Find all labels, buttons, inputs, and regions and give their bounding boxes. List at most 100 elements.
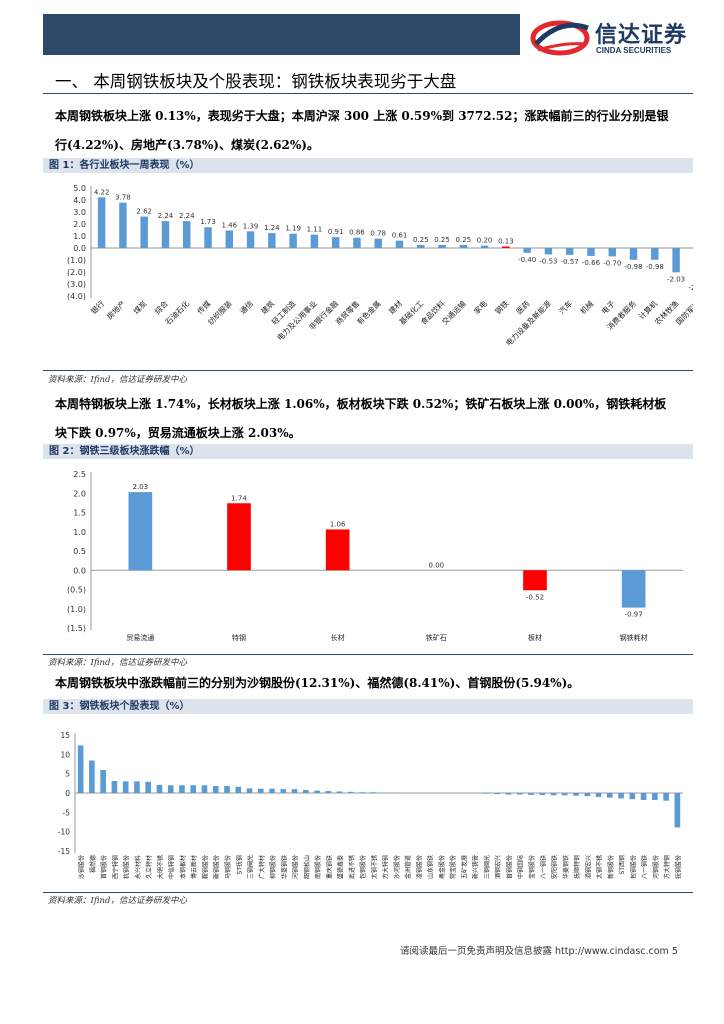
x-tick-label: 新钢股份 [213,855,221,879]
data-label: -0.53 [539,257,557,265]
bar [201,785,208,793]
figure-1-source: 资料来源：Ifind，信达证券研发中心 [48,375,187,385]
figure-1-caption: 图 1：各行业板块一周表现（%） [43,158,693,173]
bar [674,793,681,828]
x-tick-label: 有色金属 [354,298,382,326]
x-tick-label: 久立特材 [145,855,153,879]
bar [502,246,510,248]
x-tick-label: 太钢不锈 [370,855,378,879]
brand-logo: 信达证券 CINDA SECURITIES [530,14,710,56]
bar [374,238,382,248]
x-tick-label: 三钢闽光 [483,855,491,879]
x-tick-label: 传媒 [195,298,213,316]
x-tick-label: 综合 [152,298,170,316]
x-tick-label: 韶钢松山 [303,855,311,879]
bar [325,529,350,571]
data-label: -2.03 [667,275,685,283]
figure-2-caption: 图 2：钢铁三级板块涨跌幅（%） [43,444,693,459]
paragraph-3: 本周钢铁板块中涨跌幅前三的分别为沙钢股份(12.31%)、福然德(8.41%)、… [55,676,580,690]
bar [246,231,255,248]
figure-1-divider [43,370,693,371]
x-tick-label: 三钢闽光 [247,855,255,879]
bar [438,245,446,248]
data-label: -2.73 [688,284,693,292]
bar [89,760,95,793]
data-label: 1.11 [307,226,323,234]
x-tick-label: 板材 [528,633,542,642]
x-tick-label: 酒钢宏兴 [584,855,592,879]
bar [97,197,106,248]
bar [381,792,388,794]
figure-1-chart: 5.0 4.0 3.0 2.0 1.0 0.0 (1.0) (2.0) (3.0) (4.0) 4.… [67,184,693,348]
data-label: -0.70 [603,259,621,267]
x-tick-label: 抚钢股份 [674,855,682,879]
data-label: 1.46 [221,221,237,229]
x-tick-label: 机械 [578,298,596,316]
header-bar [43,14,520,55]
data-label: -0.98 [646,263,664,271]
data-label: 1.73 [200,218,216,226]
x-tick-label: 沙钢股份 [78,855,86,879]
x-tick-label: 永兴材料 [134,855,142,879]
section-title: 一、 本周钢铁板块及个股表现：钢铁板块表现劣于大盘 [55,72,457,91]
y-tick-label: 10 [60,750,70,759]
x-tick-label: 八一钢铁 [539,855,547,879]
bar [573,793,579,796]
bar [584,793,591,797]
bar [289,233,297,248]
page-footer: 请阅读最后一页免责声明及信息披露 http://www.cindasc.com … [400,946,678,957]
bar [629,248,638,260]
bar [516,793,523,795]
bar [651,248,659,260]
x-tick-label: 福然德 [89,855,97,873]
figure-3-divider [43,892,693,893]
bar [268,233,276,248]
bar [348,791,354,793]
x-tick-label: 本钢板材 [179,855,187,879]
y-tick-label: -5 [63,808,71,817]
x-tick-label: 包钢股份 [629,855,637,879]
x-tick-label: 长材 [331,633,345,642]
bar [523,248,531,253]
x-tick-label: 鞍钢股份 [201,855,209,879]
bar [618,793,624,799]
bar [550,793,557,796]
bar [225,230,234,248]
bar [621,570,646,608]
y-tick-label: -10 [58,828,70,837]
y-tick-label: -15 [58,847,70,856]
x-tick-label: 武进不锈 [348,855,356,879]
x-tick-label: 河钢股份 [292,855,300,879]
x-tick-label: 方大特钢 [382,855,390,879]
bar [336,791,343,793]
data-label: 2.24 [179,212,195,220]
x-tick-label: 南钢股份 [314,855,322,879]
data-label: 1.39 [243,222,259,230]
bar [523,570,547,591]
figure-2-source: 资料来源：Ifind，信达证券研发中心 [48,658,187,668]
y-tick-label: 5.0 [73,184,86,193]
x-tick-label: 甬金股份 [438,855,446,879]
bar [77,745,84,793]
bar [370,792,377,793]
data-label: -0.66 [582,259,601,267]
y-tick-label: (2.0) [67,268,86,277]
bar [183,221,191,248]
bar [640,793,647,800]
bar [417,245,425,248]
x-tick-label: 安阳钢铁 [551,855,559,879]
x-tick-label: 贸易流通 [126,633,154,642]
bar [359,792,365,793]
x-tick-label: 通信 [237,298,255,316]
bar [393,792,399,794]
y-tick-label: 2.0 [73,220,86,229]
x-tick-label: 中钢国际 [517,855,525,879]
bar [224,786,230,793]
x-tick-label: 盛德鑫泰 [337,855,345,879]
x-tick-label: 银行 [88,298,106,316]
bar [303,789,309,793]
bar [539,793,546,795]
x-tick-label: ST抚钢 [235,855,243,874]
x-tick-label: 凌钢股份 [415,855,423,879]
